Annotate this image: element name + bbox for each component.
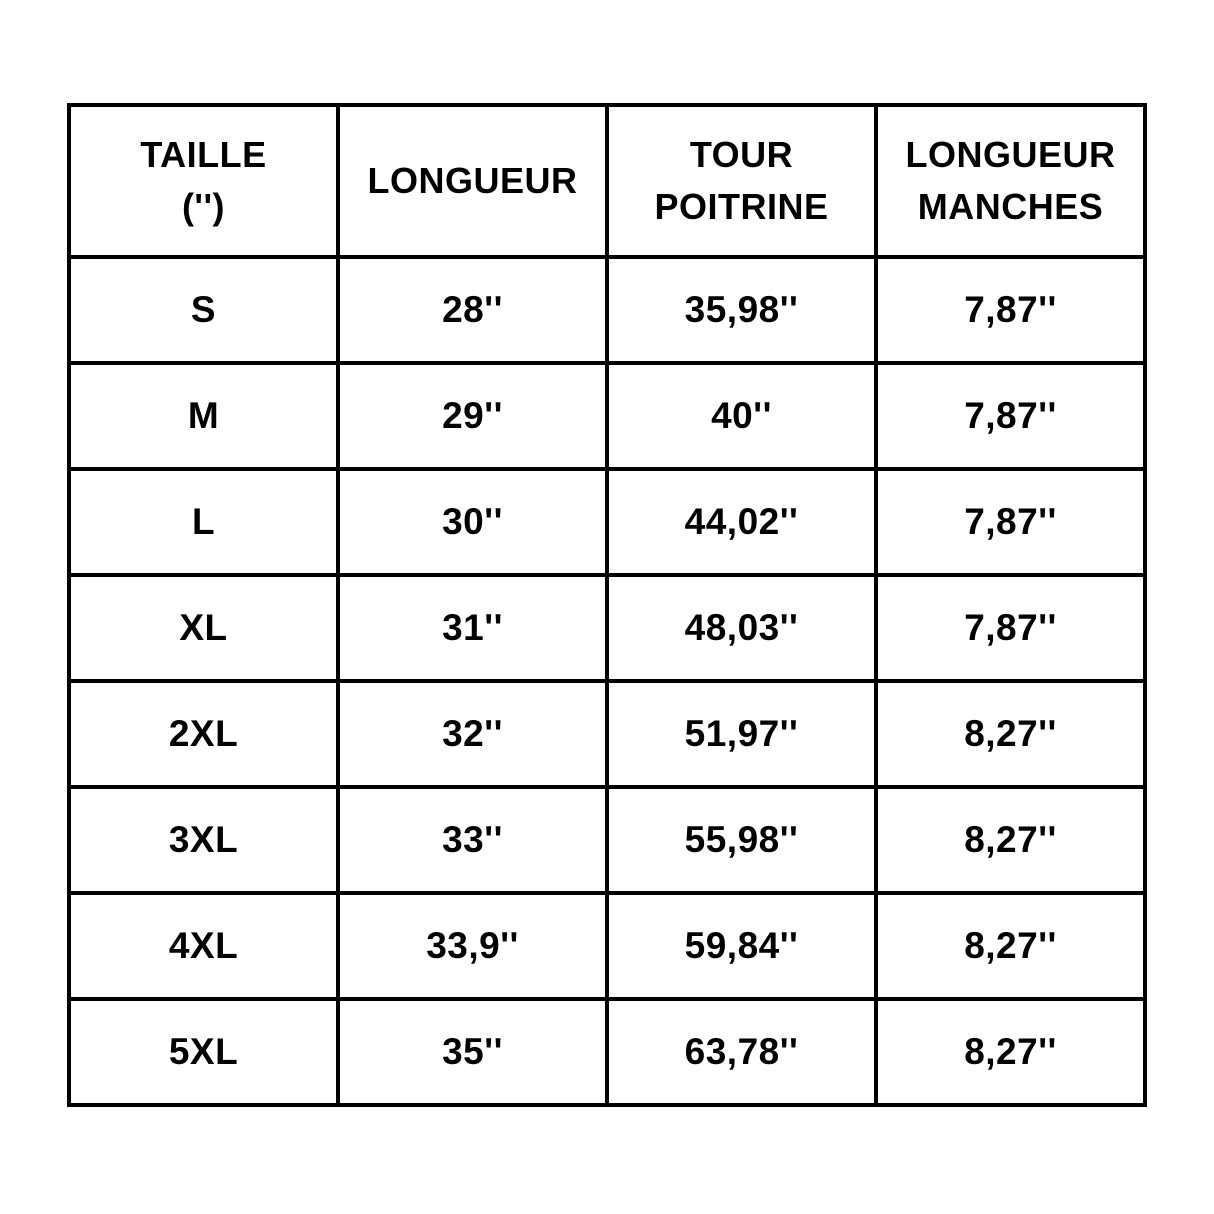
cell-size: 4XL — [67, 891, 340, 1001]
table-row-xl: XL 31'' 48,03'' 7,87'' — [67, 573, 1147, 683]
cell-longueur: 35'' — [336, 997, 609, 1107]
cell-size: 2XL — [67, 679, 340, 789]
header-longueur-manches-line1: LONGUEUR — [905, 133, 1116, 175]
cell-tour-poitrine: 51,97'' — [605, 679, 878, 789]
cell-longueur-manches: 8,27'' — [874, 997, 1147, 1107]
cell-size: 5XL — [67, 997, 340, 1107]
header-longueur-line1: LONGUEUR — [367, 159, 578, 201]
table-row-l: L 30'' 44,02'' 7,87'' — [67, 467, 1147, 577]
header-taille-line1: TAILLE — [140, 133, 267, 175]
cell-longueur-manches: 8,27'' — [874, 679, 1147, 789]
cell-longueur-manches: 7,87'' — [874, 361, 1147, 471]
cell-size: M — [67, 361, 340, 471]
header-tour-poitrine-line1: TOUR — [689, 133, 794, 175]
cell-tour-poitrine: 55,98'' — [605, 785, 878, 895]
header-longueur-manches: LONGUEUR MANCHES — [874, 103, 1147, 259]
table-row-5xl: 5XL 35'' 63,78'' 8,27'' — [67, 997, 1147, 1107]
header-taille: TAILLE ('') — [67, 103, 340, 259]
cell-tour-poitrine: 63,78'' — [605, 997, 878, 1107]
size-chart-table: TAILLE ('') LONGUEUR TOUR POITRINE LONGU… — [67, 103, 1147, 1107]
table-header: TAILLE ('') LONGUEUR TOUR POITRINE LONGU… — [67, 103, 1147, 259]
header-longueur: LONGUEUR — [336, 103, 609, 259]
table-row-4xl: 4XL 33,9'' 59,84'' 8,27'' — [67, 891, 1147, 1001]
cell-tour-poitrine: 59,84'' — [605, 891, 878, 1001]
cell-size: 3XL — [67, 785, 340, 895]
cell-size: XL — [67, 573, 340, 683]
cell-longueur: 30'' — [336, 467, 609, 577]
header-row: TAILLE ('') LONGUEUR TOUR POITRINE LONGU… — [67, 103, 1147, 259]
cell-longueur-manches: 7,87'' — [874, 467, 1147, 577]
cell-longueur: 33,9'' — [336, 891, 609, 1001]
table-row-2xl: 2XL 32'' 51,97'' 8,27'' — [67, 679, 1147, 789]
table-body: S 28'' 35,98'' 7,87'' M 29'' 40'' 7,87''… — [67, 255, 1147, 1107]
cell-longueur-manches: 7,87'' — [874, 255, 1147, 365]
header-tour-poitrine: TOUR POITRINE — [605, 103, 878, 259]
cell-longueur: 33'' — [336, 785, 609, 895]
header-tour-poitrine-line2: POITRINE — [654, 186, 829, 227]
cell-size: L — [67, 467, 340, 577]
cell-size: S — [67, 255, 340, 365]
cell-tour-poitrine: 35,98'' — [605, 255, 878, 365]
cell-longueur-manches: 8,27'' — [874, 891, 1147, 1001]
header-taille-line2: ('') — [181, 186, 226, 227]
table-row-m: M 29'' 40'' 7,87'' — [67, 361, 1147, 471]
cell-tour-poitrine: 48,03'' — [605, 573, 878, 683]
table-row-s: S 28'' 35,98'' 7,87'' — [67, 255, 1147, 365]
cell-longueur: 28'' — [336, 255, 609, 365]
cell-longueur: 32'' — [336, 679, 609, 789]
header-longueur-manches-line2: MANCHES — [917, 186, 1104, 227]
cell-longueur-manches: 7,87'' — [874, 573, 1147, 683]
cell-longueur: 31'' — [336, 573, 609, 683]
table-row-3xl: 3XL 33'' 55,98'' 8,27'' — [67, 785, 1147, 895]
cell-longueur-manches: 8,27'' — [874, 785, 1147, 895]
cell-tour-poitrine: 40'' — [605, 361, 878, 471]
cell-tour-poitrine: 44,02'' — [605, 467, 878, 577]
cell-longueur: 29'' — [336, 361, 609, 471]
